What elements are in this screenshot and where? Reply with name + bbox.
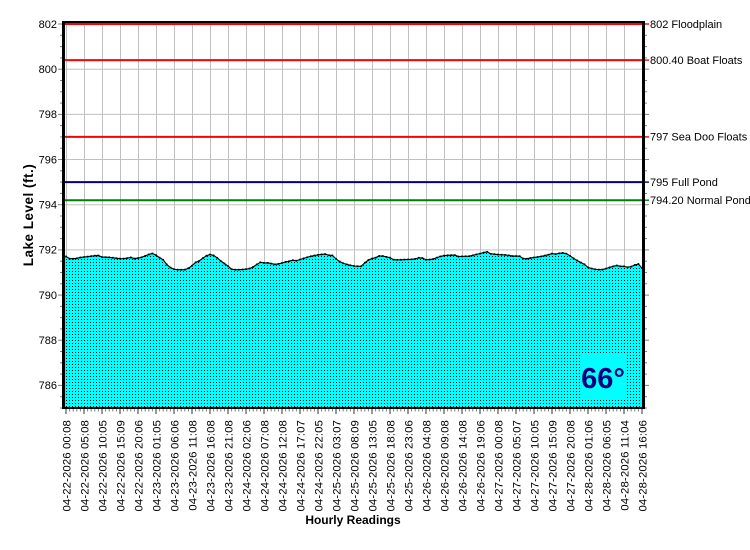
svg-text:04-28-2026 01:06: 04-28-2026 01:06 xyxy=(584,420,596,512)
svg-text:04-22-2026 20:06: 04-22-2026 20:06 xyxy=(134,420,146,512)
svg-text:04-23-2026 16:08: 04-23-2026 16:08 xyxy=(206,420,218,512)
svg-text:04-27-2026 20:08: 04-27-2026 20:08 xyxy=(566,420,578,512)
svg-text:04-25-2026 23:06: 04-25-2026 23:06 xyxy=(404,420,416,512)
svg-text:802 Floodplain: 802 Floodplain xyxy=(650,19,722,31)
svg-text:796: 796 xyxy=(39,154,57,166)
svg-text:04-26-2026 04:08: 04-26-2026 04:08 xyxy=(422,420,434,512)
svg-text:795 Full Pond: 795 Full Pond xyxy=(650,177,718,189)
svg-text:Hourly Readings: Hourly Readings xyxy=(305,513,401,527)
svg-text:04-25-2026 13:05: 04-25-2026 13:05 xyxy=(368,420,380,512)
svg-text:04-22-2026 05:08: 04-22-2026 05:08 xyxy=(80,420,92,512)
svg-text:04-25-2026 18:08: 04-25-2026 18:08 xyxy=(386,420,398,512)
svg-text:794.20 Normal Pond: 794.20 Normal Pond xyxy=(650,195,750,207)
svg-text:790: 790 xyxy=(39,290,57,302)
svg-text:04-27-2026 00:08: 04-27-2026 00:08 xyxy=(494,420,506,512)
svg-text:04-24-2026 02:06: 04-24-2026 02:06 xyxy=(242,420,254,512)
svg-text:800.40 Boat Floats: 800.40 Boat Floats xyxy=(650,55,743,67)
svg-text:04-28-2026 11:04: 04-28-2026 11:04 xyxy=(620,420,632,511)
svg-text:802: 802 xyxy=(39,19,57,31)
svg-text:04-23-2026 21:08: 04-23-2026 21:08 xyxy=(224,420,236,512)
svg-text:04-26-2026 19:06: 04-26-2026 19:06 xyxy=(476,420,488,512)
svg-text:04-28-2026 06:05: 04-28-2026 06:05 xyxy=(602,420,614,512)
svg-text:800: 800 xyxy=(39,64,57,76)
svg-text:04-27-2026 15:09: 04-27-2026 15:09 xyxy=(548,420,560,512)
svg-text:04-26-2026 09:08: 04-26-2026 09:08 xyxy=(440,420,452,512)
svg-text:04-24-2026 22:05: 04-24-2026 22:05 xyxy=(314,420,326,512)
svg-text:04-22-2026 00:08: 04-22-2026 00:08 xyxy=(62,420,74,512)
svg-text:04-27-2026 05:07: 04-27-2026 05:07 xyxy=(512,420,524,512)
svg-text:Lake Level (ft.): Lake Level (ft.) xyxy=(21,164,36,267)
svg-text:788: 788 xyxy=(39,335,57,347)
svg-text:04-22-2026 15:09: 04-22-2026 15:09 xyxy=(116,420,128,512)
svg-text:04-25-2026 08:09: 04-25-2026 08:09 xyxy=(350,420,362,512)
svg-text:04-22-2026 10:05: 04-22-2026 10:05 xyxy=(98,420,110,512)
svg-text:798: 798 xyxy=(39,109,57,121)
svg-text:04-27-2026 10:05: 04-27-2026 10:05 xyxy=(530,420,542,512)
svg-text:04-24-2026 17:07: 04-24-2026 17:07 xyxy=(296,420,308,512)
svg-text:04-24-2026 07:08: 04-24-2026 07:08 xyxy=(260,420,272,512)
svg-text:04-25-2026 03:07: 04-25-2026 03:07 xyxy=(332,420,344,512)
svg-text:04-24-2026 12:08: 04-24-2026 12:08 xyxy=(278,420,290,512)
svg-text:794: 794 xyxy=(39,200,57,212)
svg-text:66°: 66° xyxy=(581,363,625,395)
svg-text:786: 786 xyxy=(39,380,57,392)
svg-text:04-26-2026 14:08: 04-26-2026 14:08 xyxy=(458,420,470,512)
svg-text:04-23-2026 06:06: 04-23-2026 06:06 xyxy=(170,420,182,512)
svg-text:792: 792 xyxy=(39,245,57,257)
svg-text:04-23-2026 01:05: 04-23-2026 01:05 xyxy=(152,420,164,512)
svg-text:04-23-2026 11:08: 04-23-2026 11:08 xyxy=(188,420,200,511)
svg-text:04-28-2026 16:06: 04-28-2026 16:06 xyxy=(638,420,650,512)
svg-text:797 Sea Doo Floats: 797 Sea Doo Floats xyxy=(650,132,748,144)
